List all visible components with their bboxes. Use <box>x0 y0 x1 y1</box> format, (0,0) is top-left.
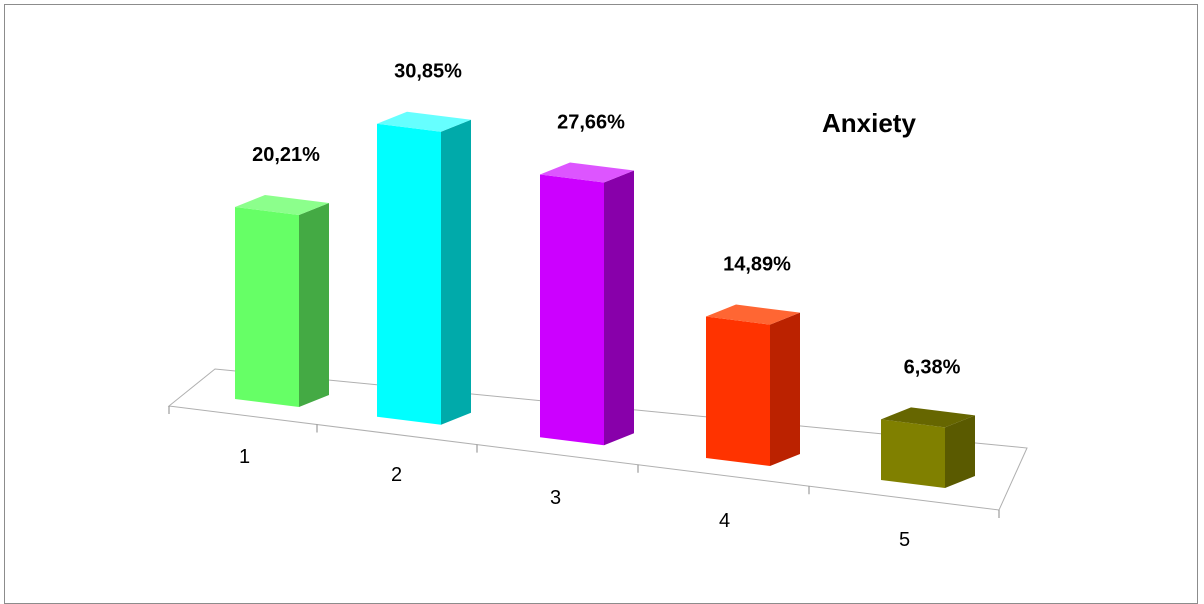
x-axis-tick-label: 3 <box>550 487 561 509</box>
bar-1-top <box>235 195 329 216</box>
chart-frame: 20,21% 30,85% 27,66% 14,89% 6,38% 1 2 3 4 5 Anxi… <box>4 4 1198 604</box>
bar-5-top <box>881 407 975 428</box>
bar-value-label: 14,89% <box>723 254 791 276</box>
x-axis-tick-label: 4 <box>719 510 730 532</box>
x-axis-tick-label: 1 <box>239 446 250 468</box>
x-axis-tick-labels: 1 2 3 4 5 <box>239 446 910 551</box>
value-labels: 20,21% 30,85% 27,66% 14,89% 6,38% <box>252 61 960 379</box>
bar-value-label: 30,85% <box>394 61 462 83</box>
bar-5-front <box>881 419 945 488</box>
bar-4-top <box>706 304 800 325</box>
chart-title: Anxiety <box>822 108 916 138</box>
bar-3-side <box>604 170 634 446</box>
x-axis-tick-label: 5 <box>899 529 910 551</box>
bars <box>235 111 975 488</box>
bar-3-top <box>540 162 634 183</box>
bar-3-front <box>540 174 604 446</box>
bar-4-front <box>706 316 770 467</box>
bar-2-side <box>441 119 471 425</box>
bar-chart: 20,21% 30,85% 27,66% 14,89% 6,38% 1 2 3 4 5 Anxi… <box>167 61 1028 551</box>
x-axis-tick-label: 2 <box>391 464 402 486</box>
bar-1-front <box>235 207 299 408</box>
bar-2-top <box>377 111 471 132</box>
bar-value-label: 20,21% <box>252 144 320 166</box>
bar-5-side <box>945 415 975 488</box>
bar-value-label: 27,66% <box>557 111 625 133</box>
bar-1-side <box>299 203 329 408</box>
bar-value-label: 6,38% <box>904 356 961 378</box>
bar-4-side <box>770 312 800 467</box>
bar-2-front <box>377 123 441 425</box>
